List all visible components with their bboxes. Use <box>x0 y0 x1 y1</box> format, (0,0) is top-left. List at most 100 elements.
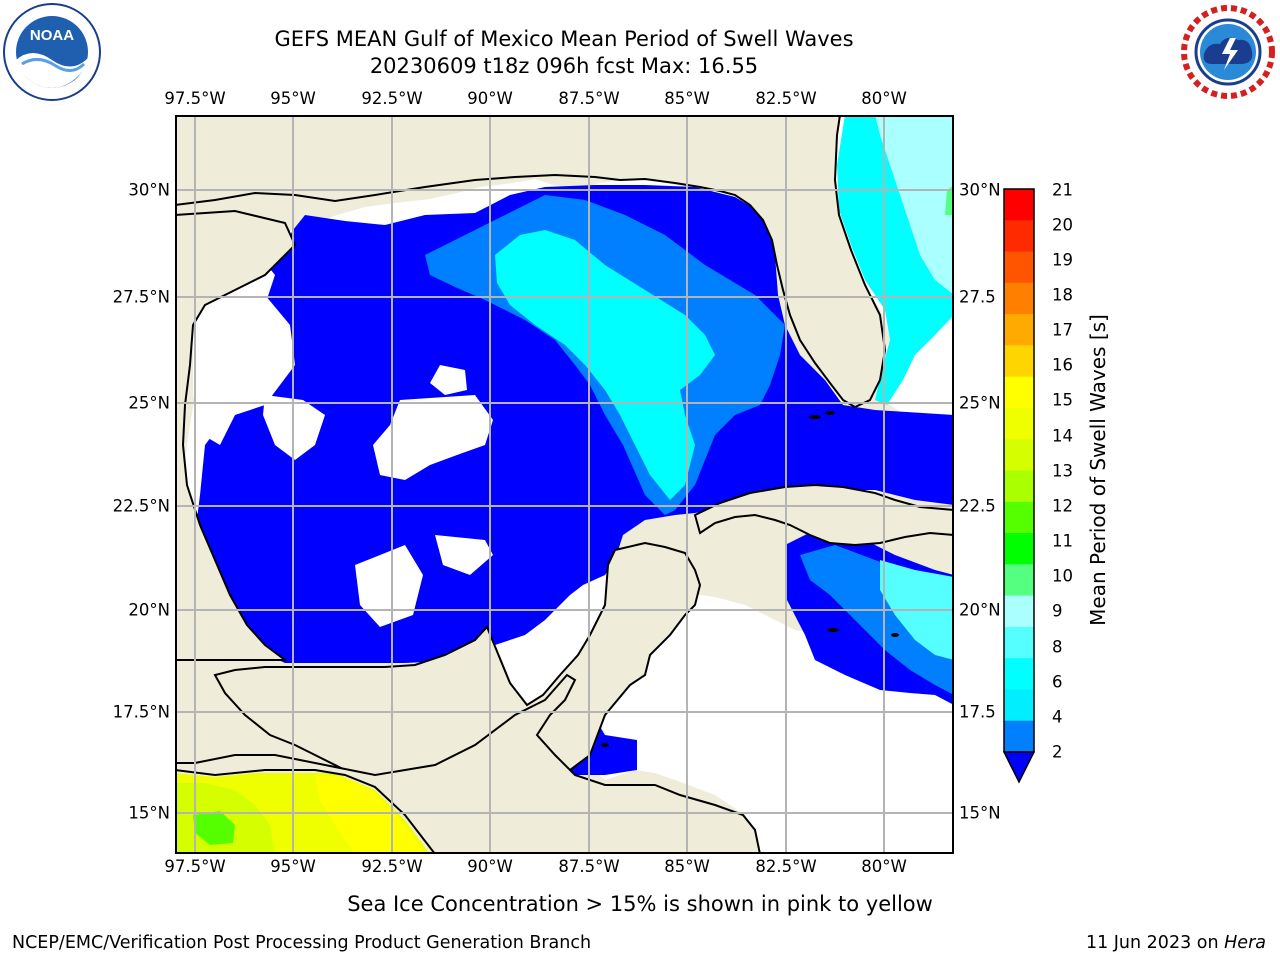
lat-tick-left: 15°N <box>128 803 170 823</box>
island <box>825 411 835 415</box>
colorbar-segment <box>1004 251 1034 284</box>
nodata-patch <box>430 365 467 395</box>
lon-tick-top: 97.5°W <box>164 89 226 108</box>
island <box>891 633 899 637</box>
colorbar-tick: 12 <box>1052 496 1073 516</box>
lat-tick-left: 22.5°N <box>112 496 170 516</box>
colorbar-tick: 6 <box>1052 672 1063 692</box>
colorbar-segment <box>1004 407 1034 440</box>
lat-tick-right: 25°N <box>959 393 1001 413</box>
florida-peninsula <box>175 115 887 409</box>
lon-tick-top: 87.5°W <box>558 89 620 108</box>
lon-tick-bottom: 95°W <box>270 857 316 876</box>
lat-tick-left: 30°N <box>128 180 170 200</box>
colorbar-tick: 21 <box>1052 180 1073 200</box>
colorbar-segment <box>1004 533 1034 565</box>
graticule <box>175 115 954 854</box>
lon-tick-bottom: 87.5°W <box>558 857 620 876</box>
map-frame <box>175 115 954 854</box>
colorbar-segment <box>1004 376 1034 409</box>
island <box>827 628 839 632</box>
colorbar-tick: 8 <box>1052 637 1063 657</box>
lon-tick-top: 82.5°W <box>755 89 817 108</box>
colorbar-segment <box>1004 501 1034 534</box>
nodata-patch <box>373 395 493 480</box>
lat-tick-right: 20°N <box>959 600 1001 620</box>
colorbar-segment <box>1004 314 1034 346</box>
colorbar-tick: 11 <box>1052 531 1073 551</box>
colorbar-segment <box>1004 282 1034 315</box>
lon-tick-top: 80°W <box>861 89 907 108</box>
lat-tick-left: 17.5°N <box>112 702 170 722</box>
lat-tick-left: 20°N <box>128 600 170 620</box>
map-panel <box>175 115 954 854</box>
lat-tick-left: 25°N <box>128 393 170 413</box>
colorbar-tick: 15 <box>1052 390 1073 410</box>
colorbar-tick: 14 <box>1052 426 1073 446</box>
chart-subtitle: 20230609 t18z 096h fcst Max: 16.55 <box>369 54 759 78</box>
nodata-patch <box>193 295 295 445</box>
lon-tick-bottom: 90°W <box>467 857 513 876</box>
colorbar-tick: 2 <box>1052 742 1063 762</box>
swell-band-8-9-atlantic <box>875 115 954 295</box>
lat-tick-right: 17.5 <box>959 702 996 722</box>
texas-coast <box>175 209 297 661</box>
cuba-island <box>693 483 954 547</box>
island <box>601 743 609 747</box>
colorbar-segment <box>1004 564 1034 597</box>
nws-logo <box>1180 4 1276 100</box>
lon-tick-top: 92.5°W <box>361 89 423 108</box>
colorbar-tick: 18 <box>1052 285 1073 305</box>
sea-ice-caption: Sea Ice Concentration > 15% is shown in … <box>347 892 933 916</box>
colorbar-segment <box>1004 595 1034 628</box>
lon-tick-top: 95°W <box>270 89 316 108</box>
footer-credit: NCEP/EMC/Verification Post Processing Pr… <box>12 933 592 953</box>
lon-tick-bottom: 97.5°W <box>164 857 226 876</box>
noaa-logo-text: NOAA <box>30 27 74 44</box>
colorbar-segments <box>1004 189 1034 753</box>
colorbar-segment <box>1004 189 1034 221</box>
colorbar-tick: 9 <box>1052 601 1063 621</box>
colorbar-segment <box>1004 720 1034 753</box>
lon-tick-top: 85°W <box>664 89 710 108</box>
island <box>809 415 821 419</box>
footer-host: Hera <box>1224 933 1266 953</box>
swell-band-10-11-pacific <box>193 811 235 845</box>
lat-tick-right: 15°N <box>959 803 1001 823</box>
colorbar-segment <box>1004 220 1034 253</box>
lon-tick-bottom: 92.5°W <box>361 857 423 876</box>
lat-tick-right: 27.5 <box>959 287 996 307</box>
colorbar-segment <box>1004 658 1034 690</box>
lat-tick-right: 30°N <box>959 180 1001 200</box>
footer-date: 11 Jun 2023 on Hera <box>1086 933 1266 953</box>
nodata-patch <box>355 545 423 627</box>
colorbar-tick: 20 <box>1052 215 1073 235</box>
colorbar-tick: 10 <box>1052 566 1073 586</box>
colorbar-tick: 19 <box>1052 250 1073 270</box>
lat-tick-left: 27.5°N <box>112 287 170 307</box>
colorbar-tick: 17 <box>1052 320 1073 340</box>
lon-tick-bottom: 85°W <box>664 857 710 876</box>
colorbar-segment <box>1004 470 1034 503</box>
colorbar-segment <box>1004 439 1034 471</box>
lon-tick-bottom: 80°W <box>861 857 907 876</box>
lat-tick-right: 22.5 <box>959 496 996 516</box>
colorbar-label: Mean Period of Swell Waves [s] <box>1086 314 1110 626</box>
colorbar-segment <box>1004 626 1034 659</box>
chart-title: GEFS MEAN Gulf of Mexico Mean Period of … <box>274 27 854 51</box>
swell-band-15-16-pacific <box>315 775 425 854</box>
colorbar-segment <box>1004 345 1034 378</box>
colorbar-tick: 4 <box>1052 707 1063 727</box>
colorbar-frame <box>1003 188 1035 753</box>
lon-tick-top: 90°W <box>467 89 513 108</box>
colorbar-under-triangle <box>1003 751 1035 784</box>
colorbar-segment <box>1004 689 1034 722</box>
colorbar-tick: 13 <box>1052 461 1073 481</box>
footer-date-text: 11 Jun 2023 on <box>1085 933 1225 953</box>
nodata-patch <box>435 535 493 575</box>
lon-tick-bottom: 82.5°W <box>755 857 817 876</box>
colorbar-tick: 16 <box>1052 355 1073 375</box>
central-america-land <box>175 673 762 854</box>
noaa-logo: NOAA <box>3 3 101 101</box>
colorbar <box>1003 188 1035 784</box>
